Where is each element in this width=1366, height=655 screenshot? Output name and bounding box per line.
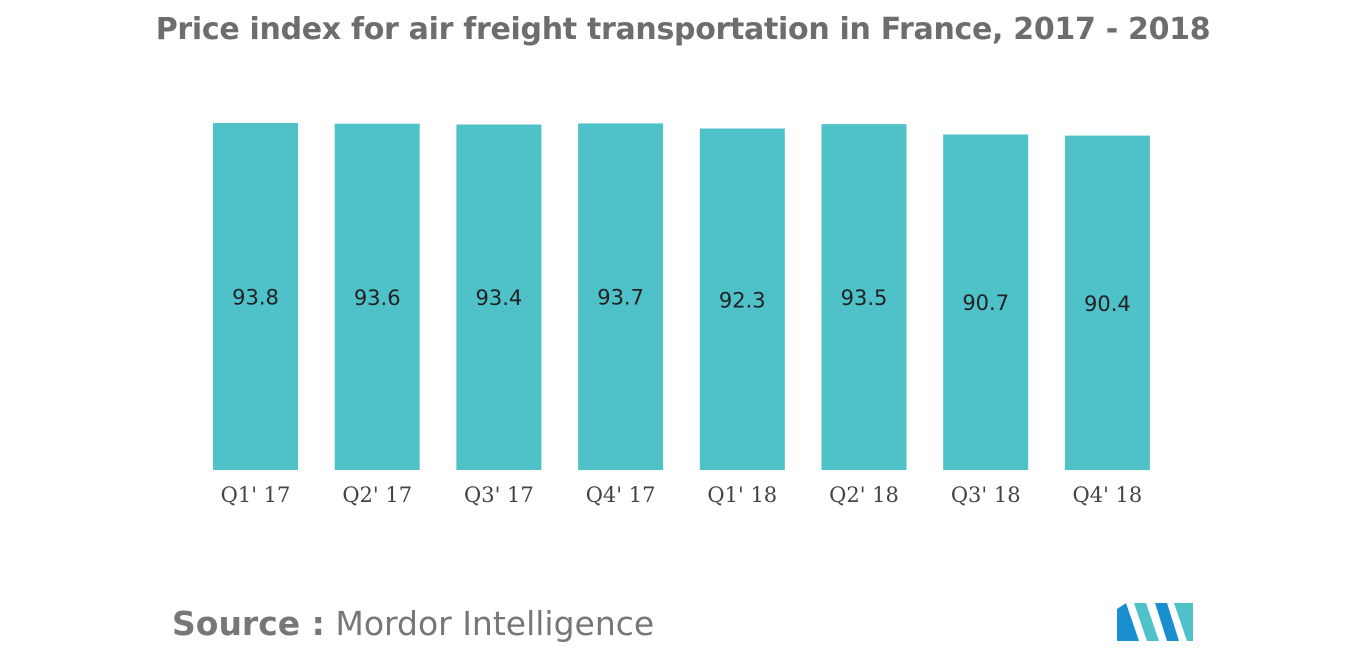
source-text: Mordor Intelligence (335, 604, 655, 643)
x-tick-label-q1-17: Q1' 17 (221, 483, 291, 507)
value-label-q4-18: 90.4 (1084, 292, 1131, 316)
bars-group (213, 123, 1150, 471)
mordor-intelligence-logo-icon (1117, 603, 1193, 641)
x-tick-label-q3-17: Q3' 17 (464, 483, 534, 507)
value-label-q2-18: 93.5 (841, 286, 888, 310)
x-tick-label-q2-18: Q2' 18 (829, 483, 899, 507)
x-tick-label-q1-18: Q1' 18 (707, 483, 777, 507)
bar-q2-18 (821, 124, 907, 470)
source-label: Source : (172, 604, 325, 643)
value-label-q2-17: 93.6 (354, 286, 401, 310)
value-label-q3-18: 90.7 (962, 291, 1009, 315)
bar-q1-18 (699, 128, 785, 470)
x-axis-tick-labels: Q1' 17 Q2' 17 Q3' 17 Q4' 17 Q1' 18 Q2' 18 Q3' … (221, 483, 1143, 507)
x-tick-label-q3-18: Q3' 18 (951, 483, 1021, 507)
bar-chart: 93.8 93.6 93.4 93.7 92.3 93.5 90.7 90.4 Q1' 17 Q… (213, 123, 1150, 507)
value-labels-group: 93.8 93.6 93.4 93.7 92.3 93.5 90.7 90.4 (232, 286, 1131, 316)
value-label-q4-17: 93.7 (597, 286, 644, 310)
value-label-q1-17: 93.8 (232, 286, 279, 310)
bar-q1-17 (213, 123, 298, 470)
chart-title: Price index for air freight transportati… (155, 12, 1211, 47)
value-label-q3-17: 93.4 (476, 286, 523, 310)
x-tick-label-q2-17: Q2' 17 (342, 483, 412, 507)
value-label-q1-18: 92.3 (719, 288, 766, 312)
source-note: Source : Mordor Intelligence (172, 604, 654, 643)
x-tick-label-q4-17: Q4' 17 (586, 483, 656, 507)
bar-q2-17 (334, 123, 420, 470)
bar-q3-18 (943, 134, 1029, 470)
bar-q4-18 (1064, 135, 1150, 470)
bar-q3-17 (456, 124, 542, 470)
bar-q4-17 (578, 123, 664, 471)
x-tick-label-q4-18: Q4' 18 (1073, 483, 1143, 507)
